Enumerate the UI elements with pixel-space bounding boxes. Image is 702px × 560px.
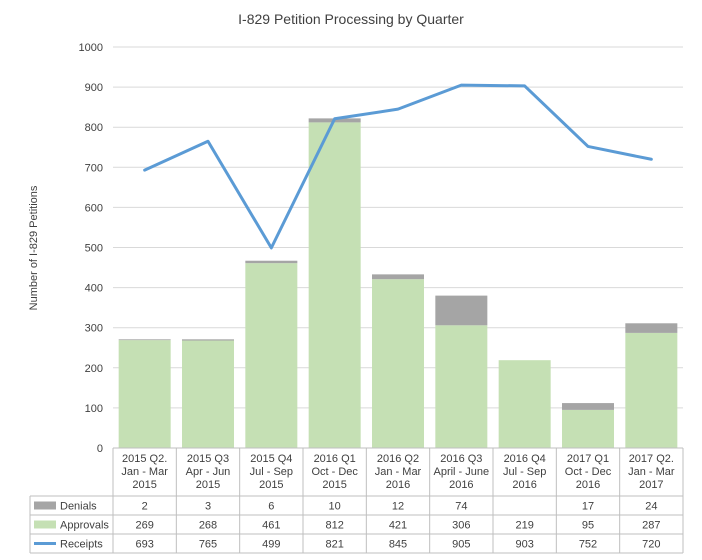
category-label: 2016 Q1 [314, 453, 356, 465]
denials-bar [182, 339, 234, 341]
table-cell-value: 24 [645, 501, 657, 513]
table-cell-value: 720 [642, 539, 660, 551]
category-label: 2017 Q2. [629, 453, 674, 465]
denials-bar [625, 323, 678, 333]
legend-label: Receipts [60, 539, 103, 551]
table-cell-value: 812 [325, 520, 343, 532]
table-cell-value: 499 [262, 539, 280, 551]
legend-key-approvals [34, 520, 56, 529]
y-tick-label: 200 [85, 363, 103, 375]
table-cell-value: 17 [582, 501, 594, 513]
table-cell-value: 845 [389, 539, 407, 551]
approvals-bar [625, 332, 678, 448]
category-label: 2015 [259, 479, 283, 491]
y-tick-label: 900 [85, 82, 103, 94]
y-tick-label: 700 [85, 162, 103, 174]
table-cell-value: 821 [325, 539, 343, 551]
category-label: 2016 [386, 479, 410, 491]
approvals-bar [435, 325, 488, 448]
bars [118, 118, 678, 448]
table-cell-value: 3 [205, 501, 211, 513]
table-cell-value: 268 [199, 520, 217, 532]
category-label: 2015 Q4 [250, 453, 292, 465]
denials-bar [562, 403, 614, 410]
category-label: 2016 Q4 [504, 453, 546, 465]
approvals-bar [182, 340, 234, 448]
table-cell-value: 12 [392, 501, 404, 513]
approvals-bar [118, 340, 171, 448]
category-label: 2016 [512, 479, 536, 491]
category-label: Oct - Dec [311, 466, 358, 478]
table-cell-value: 693 [135, 539, 153, 551]
category-label: 2017 Q1 [567, 453, 609, 465]
category-label: 2016 Q2 [377, 453, 419, 465]
category-label: Jul - Sep [250, 466, 293, 478]
category-label: Apr - Jun [186, 466, 231, 478]
category-label: 2015 [322, 479, 346, 491]
table-cell-value: 461 [262, 520, 280, 532]
approvals-bar [245, 263, 298, 448]
table-cell-value: 269 [135, 520, 153, 532]
denials-bar [372, 274, 424, 280]
category-label: 2017 [639, 479, 663, 491]
table-cell-value: 905 [452, 539, 470, 551]
category-label: 2016 [576, 479, 600, 491]
category-label: 2016 Q3 [440, 453, 482, 465]
table-cell-value: 765 [199, 539, 217, 551]
category-label: April - June [434, 466, 490, 478]
category-label: Jan - Mar [375, 466, 422, 478]
y-axis-label: Number of I-829 Petitions [28, 185, 40, 310]
table-cell-value: 903 [515, 539, 533, 551]
y-tick-label: 800 [85, 122, 103, 134]
table-cell-value: 219 [515, 520, 533, 532]
table-cell-value: 421 [389, 520, 407, 532]
approvals-bar [308, 122, 361, 448]
category-label: Jan - Mar [121, 466, 168, 478]
y-tick-label: 1000 [79, 42, 103, 54]
y-tick-label: 400 [85, 283, 103, 295]
chart-title: I-829 Petition Processing by Quarter [238, 11, 464, 27]
legend-label: Denials [60, 501, 97, 513]
y-axis-ticks: 0 100 200 300 400 500 600 700 800 900 1000 [79, 42, 103, 455]
y-tick-label: 600 [85, 202, 103, 214]
denials-bar [118, 339, 171, 341]
table-cell-value: 95 [582, 520, 594, 532]
category-label: 2015 Q3 [187, 453, 229, 465]
receipts-line-path [143, 83, 653, 250]
receipts-line [143, 83, 653, 250]
category-label: 2016 [449, 479, 473, 491]
y-tick-label: 100 [85, 403, 103, 415]
category-label: 2015 [132, 479, 156, 491]
category-label: Jul - Sep [503, 466, 546, 478]
approvals-bar [498, 360, 551, 448]
approvals-bar [372, 279, 424, 448]
table-cell-value: 287 [642, 520, 660, 532]
table-cell-value: 306 [452, 520, 470, 532]
legend-key-denials [34, 501, 56, 510]
category-label: 2015 [196, 479, 220, 491]
y-tick-label: 0 [97, 443, 103, 455]
y-tick-label: 500 [85, 243, 103, 255]
y-tick-label: 300 [85, 323, 103, 335]
legend-label: Approvals [60, 520, 109, 532]
table-cell-value: 2 [142, 501, 148, 513]
table-cell-value: 10 [329, 501, 341, 513]
table-cell-value: 752 [579, 539, 597, 551]
table-cell-value: 74 [455, 501, 467, 513]
category-label: Oct - Dec [565, 466, 612, 478]
denials-bar [245, 260, 298, 264]
category-label: Jan - Mar [628, 466, 675, 478]
approvals-bar [562, 409, 614, 448]
category-label: 2015 Q2. [122, 453, 167, 465]
denials-bar [435, 295, 488, 326]
table-cell-value: 6 [268, 501, 274, 513]
